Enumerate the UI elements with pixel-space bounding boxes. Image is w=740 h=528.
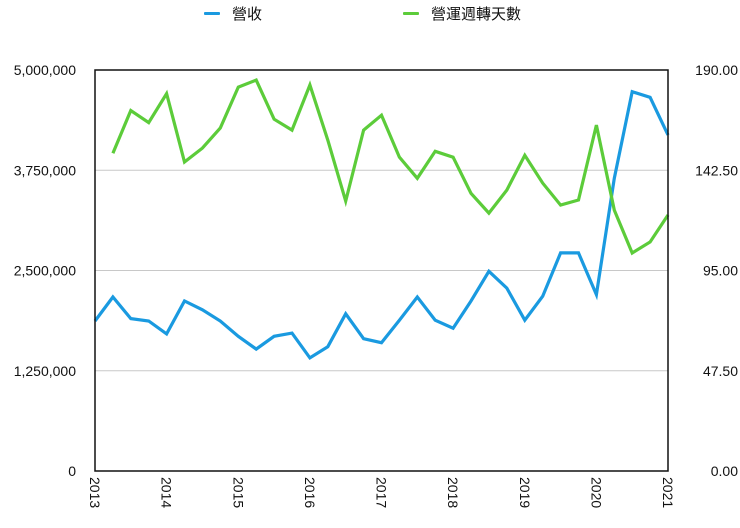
series-lines (93, 78, 670, 361)
x-axis-tick-label: 2017 (374, 477, 390, 508)
chart-legend: 營收 營運週轉天數 (0, 0, 740, 30)
legend-item-turnover-days[interactable]: 營運週轉天數 (403, 3, 521, 24)
left-axis-tick-label: 3,750,000 (14, 162, 76, 178)
right-axis-tick-label: 47.50 (703, 363, 738, 379)
right-axis: 0.00 47.50 95.00 142.50 190.00 (695, 62, 738, 479)
series-line (93, 89, 670, 361)
x-axis-tick-label: 2013 (87, 477, 103, 508)
legend-label-revenue: 營收 (232, 6, 263, 23)
right-axis-tick-label: 0.00 (711, 463, 738, 479)
x-axis-tick-label: 2015 (230, 477, 246, 508)
plot-frame (94, 69, 669, 472)
x-axis-tick-label: 2016 (302, 477, 318, 508)
x-axis-tick-label: 2020 (588, 477, 604, 508)
left-axis: 0 1,250,000 2,500,000 3,750,000 5,000,000 (14, 62, 77, 479)
legend-item-revenue[interactable]: 營收 (204, 3, 262, 24)
legend-label-turnover-days: 營運週轉天數 (431, 6, 522, 23)
legend-swatch-revenue (204, 12, 220, 15)
x-axis: 2013 2014 2015 2016 2017 2018 2019 2020 2021 (87, 477, 676, 508)
x-axis-tick-label: 2014 (159, 477, 175, 508)
legend-swatch-turnover-days (403, 12, 419, 15)
left-axis-tick-label: 2,500,000 (14, 263, 76, 279)
left-axis-tick-label: 1,250,000 (14, 363, 76, 379)
left-axis-tick-label: 0 (68, 463, 76, 479)
x-axis-tick-label: 2021 (660, 477, 676, 508)
gridlines (95, 169, 668, 372)
right-axis-tick-label: 190.00 (695, 62, 738, 78)
x-axis-tick-label: 2018 (445, 477, 461, 508)
right-axis-tick-label: 95.00 (703, 263, 738, 279)
right-axis-tick-label: 142.50 (695, 162, 738, 178)
x-axis-tick-label: 2019 (517, 477, 533, 508)
left-axis-tick-label: 5,000,000 (14, 62, 76, 78)
series-line (111, 78, 670, 256)
